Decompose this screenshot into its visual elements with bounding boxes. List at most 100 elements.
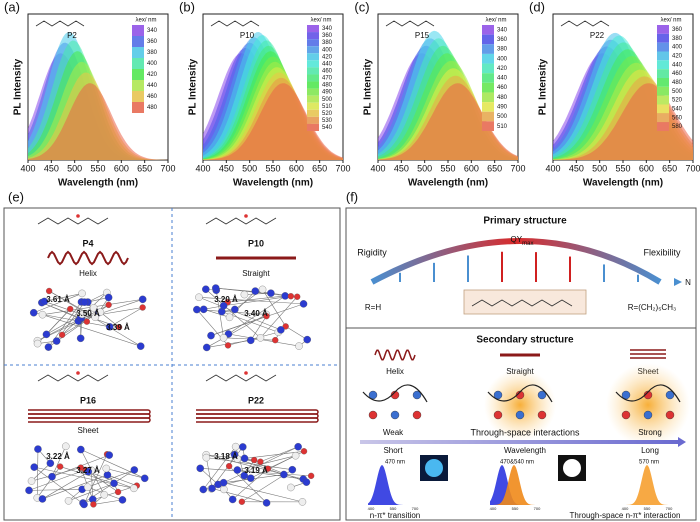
bond (29, 489, 83, 491)
legend-swatch (657, 60, 669, 70)
arch (370, 238, 662, 285)
atom (89, 304, 98, 312)
mini-spectrum (368, 465, 418, 505)
atom (280, 470, 288, 479)
x-tick-label: 700 (510, 163, 525, 173)
panel-label: (b) (179, 0, 195, 14)
bond (237, 455, 296, 471)
legend-entry: 340 (147, 28, 158, 34)
bond (285, 326, 308, 340)
legend-swatch (482, 63, 494, 74)
polymer-structure (35, 20, 85, 27)
legend-title: λex/ nm (660, 18, 681, 24)
atom (295, 342, 303, 350)
distance-label: 3.40 Å (244, 309, 268, 318)
atom (390, 410, 400, 420)
x-tick-label: 400 (370, 163, 385, 173)
atom (219, 302, 228, 310)
polymer-structure (37, 217, 109, 225)
atom (136, 342, 145, 350)
atom (239, 443, 247, 451)
legend-swatch (482, 92, 494, 103)
bond (44, 293, 83, 302)
peak-label: 570 nm (639, 460, 659, 466)
atom (44, 343, 53, 351)
atom (230, 450, 239, 459)
section-title: Secondary structure (476, 335, 574, 346)
polymer-structure (471, 299, 573, 307)
atom (288, 465, 297, 474)
bond (228, 333, 300, 347)
chain (615, 384, 681, 403)
atom (211, 284, 220, 292)
qy-label: QYmax (511, 235, 534, 246)
atom (78, 289, 86, 298)
legend-entry: 440 (672, 62, 683, 68)
polymer-structure (385, 20, 435, 27)
x-tick-label: 550 (90, 163, 105, 173)
bond (42, 474, 108, 500)
polymer-structure (205, 217, 277, 225)
atom (298, 498, 307, 506)
x-tick-label: 600 (114, 163, 129, 173)
bond (237, 469, 304, 480)
interactions-label: Through-space interactions (470, 427, 580, 437)
atom (57, 463, 64, 470)
mini-tick: 400 (622, 506, 629, 511)
atom (102, 464, 111, 473)
atom (30, 463, 38, 471)
atom (195, 293, 203, 302)
bond (100, 311, 120, 328)
legend-entry: 490 (497, 104, 508, 110)
atom (231, 442, 240, 451)
legend-swatch (482, 82, 494, 93)
x-tick-label: 600 (464, 163, 479, 173)
atom (240, 454, 249, 463)
atom (199, 485, 208, 494)
legend-entry: 380 (672, 36, 683, 42)
atom (267, 289, 275, 297)
atom (52, 337, 61, 345)
polymer-label: P10 (240, 31, 255, 40)
atom (272, 337, 279, 344)
polymer-label: P16 (80, 395, 96, 405)
legend-entry: 470 (322, 76, 333, 82)
legend-swatch (482, 102, 494, 112)
legend-swatch (657, 25, 669, 34)
helix (374, 349, 416, 361)
legend-swatch (132, 102, 144, 113)
glow (606, 363, 690, 447)
legend-entry: 460 (147, 94, 158, 100)
legend-swatch (657, 122, 669, 131)
bond (232, 468, 269, 500)
legend-entry: 520 (322, 111, 333, 117)
polymer-label: P22 (248, 395, 264, 405)
atom (228, 495, 237, 504)
legend-swatch (132, 36, 144, 47)
legend-swatch (307, 102, 319, 110)
atom (621, 410, 631, 420)
bond (46, 307, 94, 335)
atom (96, 308, 105, 316)
legend-swatch (482, 73, 494, 83)
panel-label: (a) (4, 0, 20, 14)
legend-swatch (307, 60, 319, 68)
gradient-bar (360, 440, 680, 444)
spectrum-curve (28, 83, 168, 160)
bond (34, 466, 85, 505)
atom (251, 456, 258, 464)
atom (91, 313, 99, 321)
bond (210, 303, 304, 336)
atom (202, 285, 210, 294)
peak-label: 470&540 nm (500, 460, 534, 466)
distance-label: 3.22 Å (46, 452, 70, 461)
legend-swatch (657, 78, 669, 87)
legend-entry: 500 (672, 89, 683, 95)
polymer-structure (205, 374, 277, 382)
mini-tick: 700 (534, 506, 541, 511)
x-tick-label: 400 (545, 163, 560, 173)
rigidity-label: Rigidity (357, 247, 387, 257)
legend-entry: 520 (672, 98, 683, 104)
x-tick-label: 650 (662, 163, 677, 173)
